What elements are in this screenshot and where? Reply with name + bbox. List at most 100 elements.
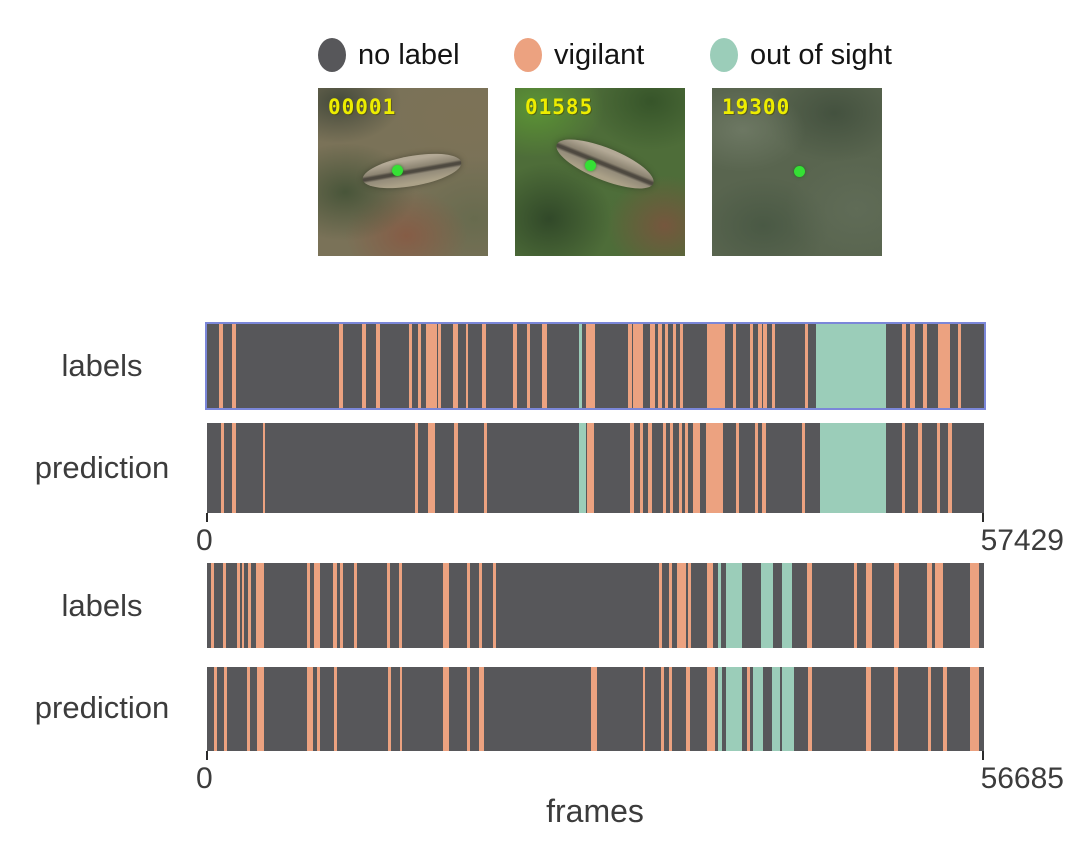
legend-label: out of sight bbox=[750, 38, 892, 71]
x-tick-label-max-seq1: 57429 bbox=[980, 524, 1064, 557]
segment-vigilant bbox=[443, 563, 450, 648]
segment-vigilant bbox=[527, 324, 530, 408]
segment-vigilant bbox=[220, 423, 225, 513]
segment-out-of-sight bbox=[816, 324, 887, 408]
segment-vigilant bbox=[733, 324, 737, 408]
segment-out-of-sight bbox=[753, 667, 764, 751]
segment-vigilant bbox=[231, 423, 236, 513]
x-tick-min-seq1 bbox=[206, 513, 208, 522]
segment-vigilant bbox=[649, 324, 656, 408]
segment-vigilant bbox=[642, 667, 646, 751]
segment-vigilant bbox=[213, 667, 218, 751]
segment-vigilant bbox=[660, 667, 664, 751]
segment-vigilant bbox=[943, 667, 947, 751]
segment-vigilant bbox=[231, 324, 236, 408]
segment-vigilant bbox=[590, 667, 598, 751]
segment-vigilant bbox=[332, 563, 338, 648]
legend-label: no label bbox=[358, 38, 460, 71]
animal-shape bbox=[550, 129, 660, 199]
segment-vigilant bbox=[928, 667, 932, 751]
segment-vigilant bbox=[353, 563, 357, 648]
segment-vigilant bbox=[306, 667, 314, 751]
segment-vigilant bbox=[306, 563, 311, 648]
segment-vigilant bbox=[417, 324, 421, 408]
segment-vigilant bbox=[467, 563, 471, 648]
frame-number: 01585 bbox=[525, 95, 594, 119]
segment-vigilant bbox=[247, 667, 250, 751]
segment-vigilant bbox=[678, 423, 682, 513]
segment-vigilant bbox=[255, 563, 264, 648]
segment-vigilant bbox=[902, 423, 905, 513]
x-axis-title: frames bbox=[546, 793, 644, 829]
x-tick-label-0-seq1: 0 bbox=[196, 524, 213, 557]
segment-vigilant bbox=[669, 563, 673, 648]
segment-vigilant bbox=[210, 563, 214, 648]
segment-vigilant bbox=[399, 667, 403, 751]
labels-bar-seq2 bbox=[207, 563, 984, 648]
labels-bar-seq1 bbox=[205, 322, 986, 410]
segment-vigilant bbox=[223, 563, 227, 648]
legend-item-vigilant: vigilant bbox=[514, 38, 644, 72]
legend-label: vigilant bbox=[554, 38, 645, 71]
row-label-prediction-seq2: prediction bbox=[34, 690, 170, 725]
segment-vigilant bbox=[443, 667, 449, 751]
segment-vigilant bbox=[673, 324, 677, 408]
segment-vigilant bbox=[693, 423, 701, 513]
segment-vigilant bbox=[408, 324, 413, 408]
segment-vigilant bbox=[893, 667, 898, 751]
frame-thumbnail-3: 19300 bbox=[712, 88, 882, 256]
segment-vigilant bbox=[934, 563, 943, 648]
segment-vigilant bbox=[680, 324, 684, 408]
segment-vigilant bbox=[659, 563, 662, 648]
segment-vigilant bbox=[923, 324, 927, 408]
segment-vigilant bbox=[750, 324, 754, 408]
segment-out-of-sight bbox=[718, 563, 721, 648]
segment-vigilant bbox=[224, 667, 228, 751]
segment-vigilant bbox=[663, 423, 667, 513]
segment-vigilant bbox=[665, 324, 669, 408]
segment-vigilant bbox=[257, 667, 265, 751]
segment-vigilant bbox=[467, 667, 471, 751]
frame-number: 19300 bbox=[722, 95, 791, 119]
tracking-dot-icon bbox=[392, 165, 403, 176]
segment-vigilant bbox=[658, 324, 662, 408]
segment-vigilant bbox=[937, 423, 941, 513]
segment-vigilant bbox=[586, 324, 596, 408]
frame-thumbnail-2: 01585 bbox=[515, 88, 685, 256]
segment-vigilant bbox=[805, 324, 809, 408]
segment-vigilant bbox=[427, 423, 435, 513]
segment-vigilant bbox=[684, 423, 688, 513]
segment-vigilant bbox=[632, 324, 643, 408]
frame-number: 00001 bbox=[328, 95, 397, 119]
vigilant-swatch-icon bbox=[514, 38, 542, 72]
segment-vigilant bbox=[241, 563, 245, 648]
segment-vigilant bbox=[669, 667, 672, 751]
no-label-swatch-icon bbox=[318, 38, 346, 72]
segment-vigilant bbox=[334, 667, 338, 751]
segment-vigilant bbox=[865, 667, 871, 751]
segment-vigilant bbox=[248, 563, 252, 648]
segment-vigilant bbox=[492, 563, 497, 648]
segment-vigilant bbox=[219, 324, 223, 408]
segment-out-of-sight bbox=[761, 563, 773, 648]
segment-vigilant bbox=[948, 423, 953, 513]
segment-out-of-sight bbox=[782, 563, 793, 648]
segment-vigilant bbox=[969, 563, 980, 648]
segment-vigilant bbox=[806, 563, 813, 648]
segment-vigilant bbox=[478, 667, 485, 751]
segment-vigilant bbox=[670, 423, 674, 513]
tracking-dot-icon bbox=[585, 160, 596, 171]
frame-thumbnail-1: 00001 bbox=[318, 88, 488, 256]
segment-vigilant bbox=[362, 324, 366, 408]
segment-vigilant bbox=[630, 423, 634, 513]
segment-vigilant bbox=[687, 563, 691, 648]
x-tick-max-seq1 bbox=[982, 513, 984, 522]
segment-vigilant bbox=[437, 324, 441, 408]
segment-vigilant bbox=[927, 563, 932, 648]
segment-vigilant bbox=[969, 667, 980, 751]
segment-out-of-sight bbox=[771, 667, 780, 751]
segment-vigilant bbox=[677, 563, 687, 648]
segment-vigilant bbox=[454, 423, 458, 513]
segment-vigilant bbox=[754, 423, 758, 513]
prediction-bar-seq2 bbox=[207, 667, 984, 751]
